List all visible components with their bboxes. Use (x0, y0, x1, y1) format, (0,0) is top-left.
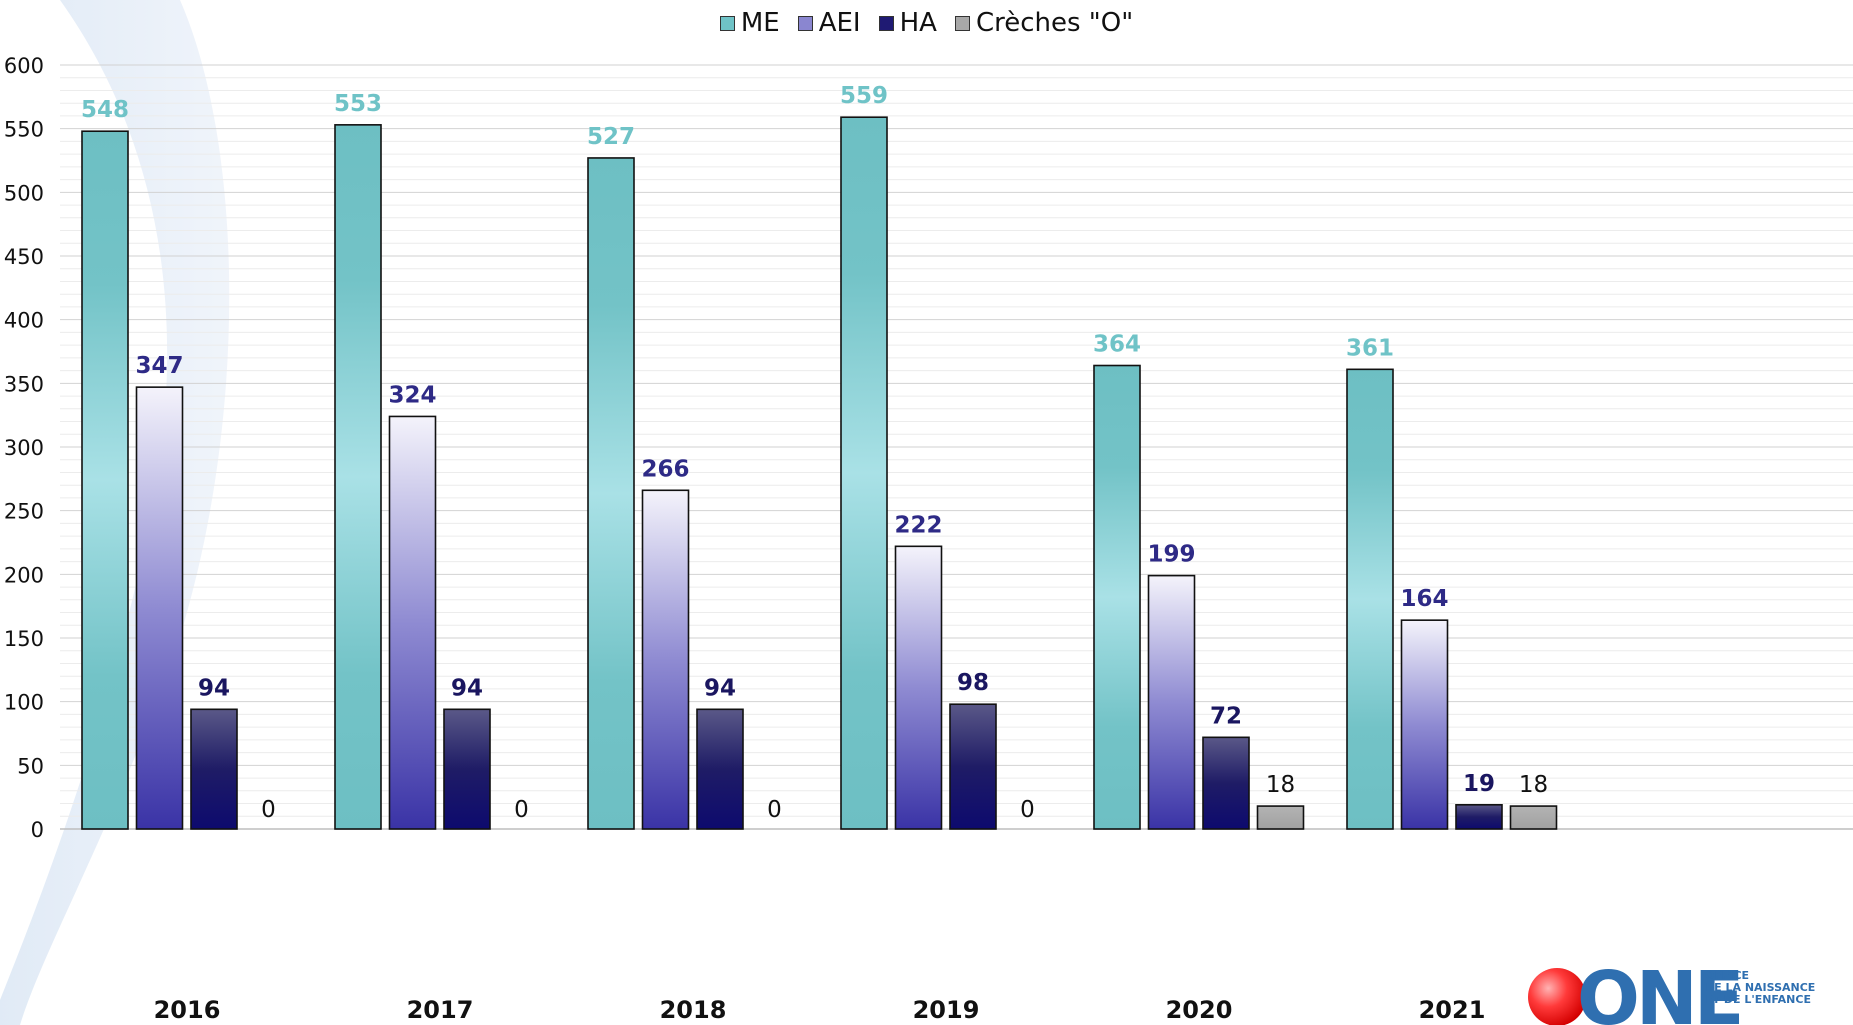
data-label-ha-2020: 72 (1210, 703, 1242, 729)
bar-me-2018 (587, 157, 635, 830)
bar-me-2021 (1346, 368, 1394, 830)
y-tick-label: 600 (4, 54, 44, 78)
legend-swatch-creches (954, 15, 970, 31)
bar-me-2019 (840, 116, 888, 830)
logo-sub-line-2: DE LA NAISSANCE (1705, 981, 1816, 994)
y-tick-label: 150 (4, 627, 44, 651)
data-label-aei-2017: 324 (388, 382, 436, 408)
data-label-ha-2021: 19 (1463, 771, 1495, 797)
data-label-me-2019: 559 (840, 83, 888, 109)
data-label-aei-2020: 199 (1147, 542, 1195, 568)
legend-label-ha: HA (899, 8, 937, 38)
bar-ha-2019 (949, 703, 997, 830)
data-label-ha-2018: 94 (704, 675, 736, 701)
bar-ha-2020 (1202, 736, 1250, 830)
logo-subtitle: OFFICE DE LA NAISSANCE ET DE L'ENFANCE (1705, 970, 1815, 1006)
legend-swatch-me (719, 15, 735, 31)
legend-item-me: ME (719, 8, 780, 38)
bars (81, 116, 1558, 830)
y-tick-label: 350 (4, 372, 44, 396)
bar-ha-2017 (443, 708, 491, 830)
x-axis: 2016 2017 2018 2019 2020 2021 (154, 996, 1486, 1024)
legend: ME AEI HA Crèches "O" (0, 8, 1853, 38)
bar-cr-ches-o-2020 (1256, 805, 1305, 830)
logo-ball-icon (1528, 968, 1586, 1025)
bar-cr-ches-o-2021 (1509, 805, 1558, 830)
data-label-cr-ches-o-2018: 0 (767, 797, 782, 823)
data-label-me-2017: 553 (334, 91, 382, 117)
data-label-cr-ches-o-2019: 0 (1020, 797, 1035, 823)
bar-ha-2018 (696, 708, 744, 830)
data-label-me-2021: 361 (1346, 335, 1394, 361)
y-tick-label: 200 (4, 563, 44, 587)
legend-item-aei: AEI (797, 8, 861, 38)
legend-label-creches: Crèches "O" (975, 8, 1134, 38)
x-tick-label-2021: 2021 (1419, 996, 1486, 1024)
y-tick-label: 400 (4, 309, 44, 333)
bar-ha-2021 (1455, 804, 1503, 830)
legend-label-me: ME (740, 8, 780, 38)
data-label-me-2020: 364 (1093, 332, 1141, 358)
x-tick-label-2016: 2016 (154, 996, 221, 1024)
x-tick-label-2018: 2018 (660, 996, 727, 1024)
data-label-aei-2019: 222 (894, 512, 942, 538)
data-label-me-2018: 527 (587, 124, 635, 150)
data-label-cr-ches-o-2020: 18 (1266, 772, 1295, 798)
data-label-aei-2018: 266 (641, 456, 689, 482)
logo-sub-line-1: OFFICE (1705, 969, 1750, 982)
logo-text: ONE (1577, 962, 1744, 1025)
legend-swatch-ha (878, 15, 894, 31)
y-tick-label: 550 (4, 118, 44, 142)
data-labels: 548 347 94 0 553 324 94 0 527 266 94 0 559 222 98 0 364 1… (81, 83, 1548, 823)
data-label-cr-ches-o-2017: 0 (514, 797, 529, 823)
bar-aei-2017 (388, 415, 437, 830)
legend-item-ha: HA (878, 8, 937, 38)
bar-aei-2021 (1400, 619, 1449, 830)
y-tick-label: 450 (4, 245, 44, 269)
x-tick-label-2019: 2019 (913, 996, 980, 1024)
data-label-cr-ches-o-2021: 18 (1519, 772, 1548, 798)
x-tick-label-2020: 2020 (1166, 996, 1233, 1024)
legend-label-aei: AEI (818, 8, 861, 38)
bar-ha-2016 (190, 708, 238, 830)
y-tick-label: 300 (4, 436, 44, 460)
legend-swatch-aei (797, 15, 813, 31)
bar-me-2017 (334, 124, 382, 830)
x-tick-label-2017: 2017 (407, 996, 474, 1024)
bar-me-2020 (1093, 364, 1141, 830)
data-label-ha-2016: 94 (198, 675, 230, 701)
bar-aei-2018 (641, 489, 690, 830)
bar-me-2016 (81, 130, 129, 830)
bar-aei-2016 (135, 386, 184, 830)
bar-aei-2020 (1147, 574, 1196, 830)
data-label-cr-ches-o-2016: 0 (261, 797, 276, 823)
data-label-aei-2016: 347 (135, 353, 183, 379)
data-label-ha-2017: 94 (451, 675, 483, 701)
data-label-me-2016: 548 (81, 97, 129, 123)
one-logo: ONE OFFICE DE LA NAISSANCE ET DE L'ENFAN… (1525, 962, 1853, 1025)
legend-item-creches: Crèches "O" (954, 8, 1134, 38)
data-label-ha-2019: 98 (957, 670, 989, 696)
logo-sub-line-3: ET DE L'ENFANCE (1705, 993, 1811, 1006)
y-tick-label: 50 (17, 754, 44, 778)
data-label-aei-2021: 164 (1400, 586, 1448, 612)
y-tick-label: 100 (4, 691, 44, 715)
bar-aei-2019 (894, 545, 943, 830)
y-tick-label: 0 (31, 818, 44, 842)
y-tick-label: 500 (4, 181, 44, 205)
y-tick-label: 250 (4, 500, 44, 524)
